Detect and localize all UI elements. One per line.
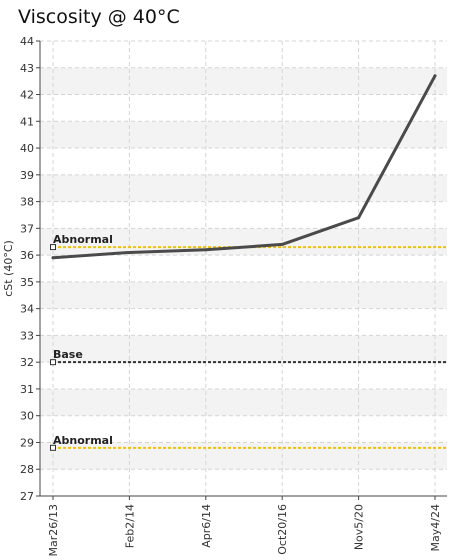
y-axis-title: cSt (40°C) — [2, 240, 15, 297]
y-tick-label: 41 — [20, 115, 34, 128]
y-tick-label: 35 — [20, 276, 34, 289]
x-tick-label: Mar26/13 — [47, 504, 60, 556]
reference-marker — [50, 359, 56, 366]
plot-band — [40, 308, 447, 336]
y-tick-label: 36 — [20, 249, 34, 262]
y-tick-label: 27 — [20, 490, 34, 503]
y-tick-label: 43 — [20, 62, 34, 75]
x-tick-label: Oct20/16 — [276, 504, 289, 555]
data-point — [357, 216, 361, 220]
y-tick-label: 30 — [20, 410, 34, 423]
y-tick-label: 32 — [20, 356, 34, 369]
x-tick-label: May4/24 — [429, 504, 442, 551]
y-tick-label: 40 — [20, 142, 34, 155]
plot-band — [40, 415, 447, 443]
y-tick-label: 29 — [20, 436, 34, 449]
plot-band — [40, 201, 447, 229]
reference-label: Base — [53, 348, 83, 361]
plot-band — [40, 174, 447, 202]
plot-band — [40, 469, 447, 496]
series-group — [51, 74, 437, 260]
plot-band — [40, 255, 447, 282]
data-point — [51, 256, 55, 260]
data-point — [433, 74, 437, 78]
reference-marker — [50, 444, 56, 451]
plot-band — [40, 41, 447, 68]
reference-marker — [50, 244, 56, 251]
plot-band — [40, 148, 447, 175]
y-tick-label: 39 — [20, 169, 34, 182]
plot-band — [40, 121, 447, 149]
plot-band — [40, 335, 447, 363]
x-tick-label: Apr6/14 — [200, 504, 213, 548]
plot-bands — [40, 41, 447, 496]
series-line — [51, 74, 437, 260]
plot-band — [40, 362, 447, 389]
y-tick-label: 34 — [20, 303, 34, 316]
y-tick-label: 31 — [20, 383, 34, 396]
plot-band — [40, 228, 447, 256]
reference-label: Abnormal — [53, 233, 113, 246]
tick-labels: 27 28 29 30 31 32 33 34 35 36 37 38 39 40 41 42 43 44 Mar2… — [20, 35, 442, 556]
plot-band — [40, 281, 447, 309]
data-point — [204, 248, 208, 252]
y-tick-label: 44 — [20, 35, 34, 48]
reference-label: Abnormal — [53, 434, 113, 447]
plot-band — [40, 388, 447, 416]
x-tick-label: Nov5/20 — [353, 504, 366, 550]
y-tick-label: 38 — [20, 196, 34, 209]
axes — [36, 40, 447, 500]
y-tick-label: 33 — [20, 329, 34, 342]
y-tick-label: 42 — [20, 89, 34, 102]
data-point — [127, 250, 131, 254]
plot-band — [40, 94, 447, 122]
data-point — [280, 242, 284, 246]
reference-lines: Abnormal Base Abnormal — [50, 233, 447, 451]
y-tick-label: 28 — [20, 463, 34, 476]
chart-title: Viscosity @ 40°C — [18, 6, 180, 28]
plot-band — [40, 67, 447, 95]
x-tick-label: Feb2/14 — [123, 504, 136, 548]
y-tick-label: 37 — [20, 222, 34, 235]
